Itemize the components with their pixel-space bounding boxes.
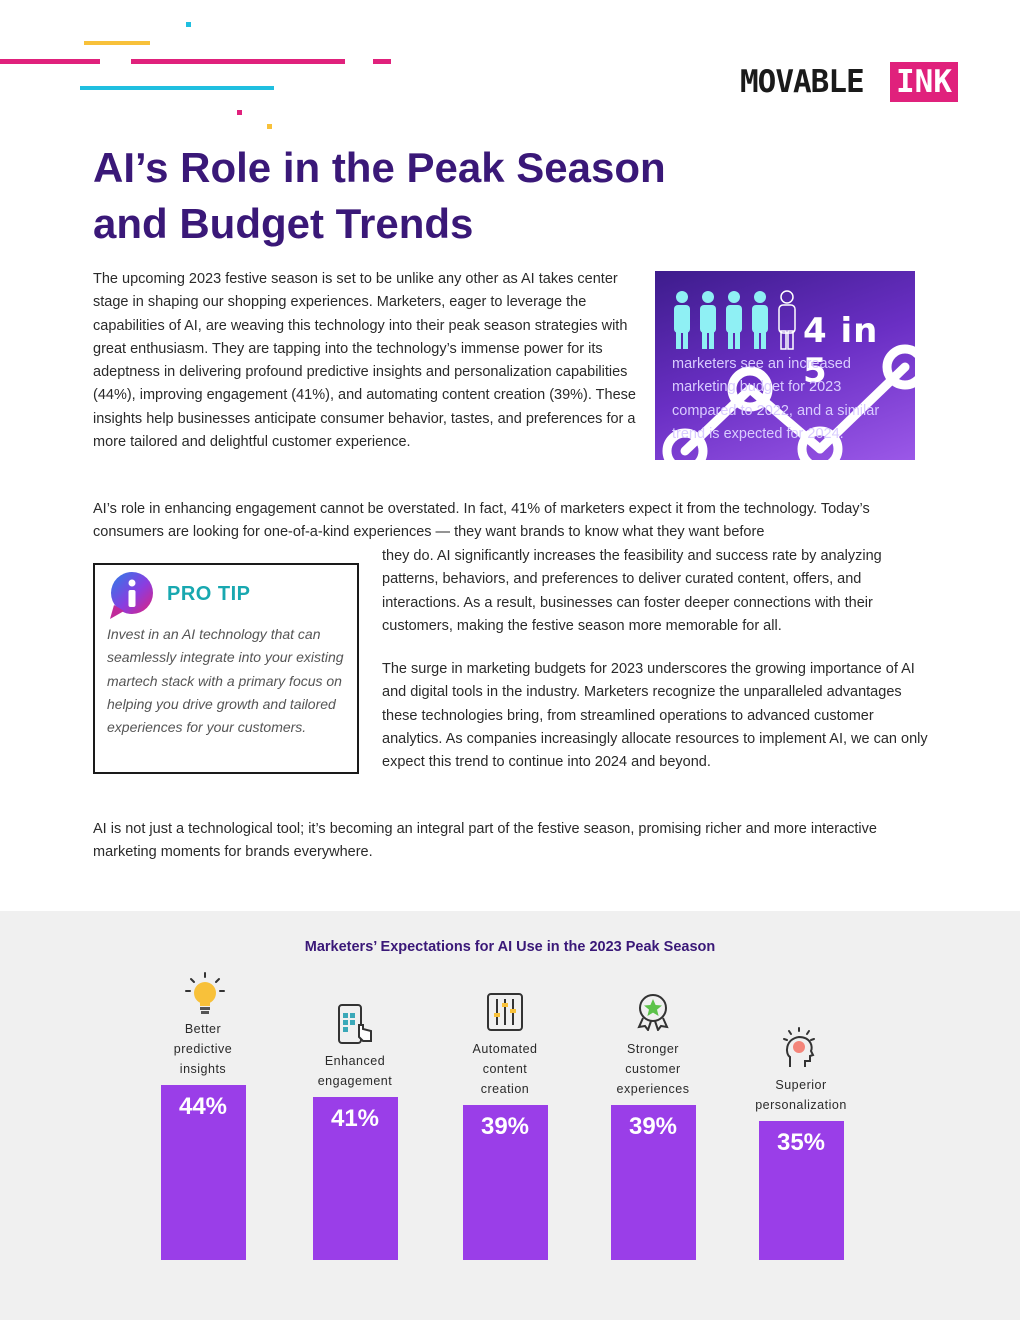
decor-line-pink <box>373 59 391 64</box>
category-label: Superior personalization <box>755 1077 847 1112</box>
brand-logo: MOVABLE INK <box>740 62 962 106</box>
bar-value-label: 39% <box>480 1112 530 1140</box>
bar-value-label: 41% <box>330 1104 380 1132</box>
decor-line-cyan <box>80 86 274 90</box>
sliders-icon <box>485 991 525 1038</box>
decor-dot-cyan <box>186 22 191 27</box>
person-icons <box>674 290 796 350</box>
mobile-touch-icon <box>335 1003 375 1052</box>
head-idea-icon <box>781 1026 817 1074</box>
network-graphic <box>662 344 915 460</box>
intro-paragraph: The upcoming 2023 festive season is set … <box>93 271 636 451</box>
bar-automated-content-creation <box>462 1104 548 1260</box>
stat-card: 4 in 5 marketers see an increased market… <box>655 271 915 460</box>
pro-tip-title: PRO TIP <box>167 583 251 605</box>
pro-tip-box: PRO TIP Invest in an AI technology that … <box>93 563 359 774</box>
category-label: Better predictive insights <box>173 1022 233 1076</box>
lightbulb-icon <box>183 971 227 1022</box>
logo-word: MOVABLE <box>740 64 865 100</box>
decor-line-pink <box>131 59 345 64</box>
stat-number: 4 in 5 <box>803 311 879 391</box>
pro-tip-text: Invest in an AI technology that can seam… <box>107 626 344 736</box>
decor-line-pink <box>0 59 100 64</box>
budget-paragraph: The surge in marketing budgets for 2023 … <box>382 661 928 771</box>
award-badge-icon <box>633 991 673 1036</box>
bar-value-label: 44% <box>178 1093 228 1120</box>
category-label: Automated content creation <box>472 1041 538 1096</box>
closing-paragraph: AI is not just a technological tool; it’… <box>93 821 877 861</box>
chart-title: Marketers’ Expectations for AI Use in th… <box>304 939 716 955</box>
page-title: AI’s Role in the Peak Season and Budget … <box>93 144 666 247</box>
info-icon <box>110 572 153 619</box>
category-label: Enhanced engagement <box>317 1053 393 1088</box>
decor-dot-pink <box>237 110 242 115</box>
bar-stronger-customer-experiences <box>610 1104 696 1260</box>
bar-superior-personalization <box>758 1120 844 1260</box>
bar-better-predictive-insights <box>160 1085 246 1260</box>
logo-accent: INK <box>890 62 958 102</box>
bar-value-label: 39% <box>628 1112 678 1140</box>
stat-text: marketers see an increased marketing bud… <box>672 356 880 442</box>
decor-line-yellow <box>84 41 150 45</box>
bar-enhanced-engagement <box>312 1096 398 1260</box>
bar-value-label: 35% <box>776 1128 826 1156</box>
engagement-paragraph-top: AI’s role in enhancing engagement cannot… <box>93 501 870 541</box>
decor-dot-yellow <box>267 124 272 129</box>
engagement-paragraph-rest: they do. AI significantly increases the … <box>382 548 882 634</box>
category-label: Stronger customer experiences <box>616 1041 690 1096</box>
